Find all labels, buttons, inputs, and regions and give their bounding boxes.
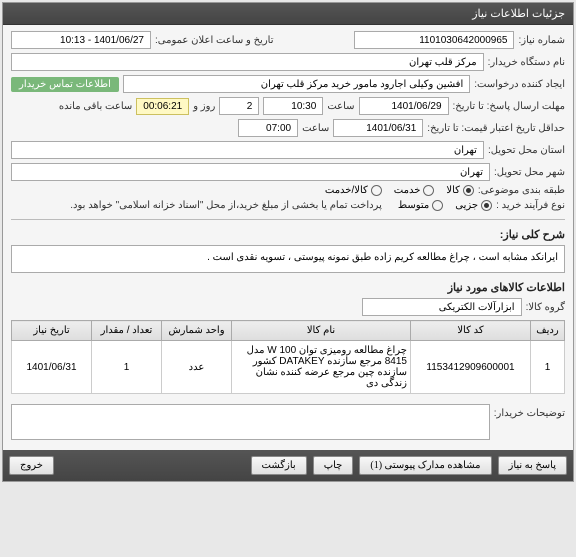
th-qty: تعداد / مقدار	[92, 321, 162, 341]
validity-time-field: 07:00	[238, 119, 298, 137]
group-label: گروه کالا:	[526, 302, 565, 313]
main-panel: جزئیات اطلاعات نیاز شماره نیاز: 11010306…	[2, 2, 574, 482]
process-note: پرداخت تمام یا بخشی از مبلغ خرید،از محل …	[70, 200, 382, 211]
panel-body: شماره نیاز: 1101030642000965 تاریخ و ساع…	[3, 25, 573, 450]
table-row[interactable]: 1 1153412909600001 چراغ مطالعه رومیزی تو…	[12, 341, 565, 394]
validity-date-field: 1401/06/31	[333, 119, 423, 137]
deadline-time-label: ساعت	[327, 101, 354, 112]
cell-code: 1153412909600001	[411, 341, 531, 394]
cell-unit: عدد	[162, 341, 232, 394]
public-date-field: 1401/06/27 - 10:13	[11, 31, 151, 49]
category-label: طبقه بندی موضوعی:	[478, 185, 565, 196]
validity-label: حداقل تاریخ اعتبار قیمت: تا تاریخ:	[427, 123, 565, 134]
radio-both-label: کالا/خدمت	[325, 185, 368, 196]
public-date-label: تاریخ و ساعت اعلان عمومی:	[155, 35, 274, 46]
city-label: شهر محل تحویل:	[494, 167, 565, 178]
footer-bar: پاسخ به نیاز مشاهده مدارک پیوستی (1) چاپ…	[3, 450, 573, 481]
radio-medium-label: متوسط	[398, 200, 429, 211]
radio-dot-icon	[432, 200, 443, 211]
need-number-label: شماره نیاز:	[518, 35, 565, 46]
main-title-label: شرح کلی نیاز:	[11, 228, 565, 241]
buyer-notes-field	[11, 404, 490, 440]
cell-date: 1401/06/31	[12, 341, 92, 394]
deadline-date-field: 1401/06/29	[359, 97, 449, 115]
th-date: تاریخ نیاز	[12, 321, 92, 341]
province-label: استان محل تحویل:	[488, 145, 565, 156]
th-unit: واحد شمارش	[162, 321, 232, 341]
exit-button[interactable]: خروج	[9, 456, 54, 475]
radio-goods-label: کالا	[446, 185, 460, 196]
radio-service[interactable]: خدمت	[394, 185, 435, 196]
process-radio-group: جزیی متوسط	[398, 200, 492, 211]
table-header-row: ردیف کد کالا نام کالا واحد شمارش تعداد /…	[12, 321, 565, 341]
radio-goods[interactable]: کالا	[446, 185, 474, 196]
cell-name: چراغ مطالعه رومیزی توان W 100 مدل 8415 م…	[232, 341, 411, 394]
cell-row: 1	[531, 341, 565, 394]
th-row: ردیف	[531, 321, 565, 341]
city-field: تهران	[11, 163, 490, 181]
contact-notice[interactable]: اطلاعات تماس خریدار	[11, 77, 119, 92]
radio-medium[interactable]: متوسط	[398, 200, 443, 211]
items-section-title: اطلاعات کالاهای مورد نیاز	[11, 281, 565, 294]
radio-service-label: خدمت	[394, 185, 421, 196]
cell-qty: 1	[92, 341, 162, 394]
radio-small[interactable]: جزیی	[455, 200, 492, 211]
deadline-time-field: 10:30	[263, 97, 323, 115]
radio-dot-icon	[423, 185, 434, 196]
radio-small-label: جزیی	[455, 200, 478, 211]
th-name: نام کالا	[232, 321, 411, 341]
th-code: کد کالا	[411, 321, 531, 341]
radio-dot-icon	[481, 200, 492, 211]
back-button[interactable]: بازگشت	[251, 456, 307, 475]
remaining-timer: 00:06:21	[136, 98, 189, 115]
category-radio-group: کالا خدمت کالا/خدمت	[325, 185, 474, 196]
group-field: ابزارآلات الکتریکی	[362, 298, 522, 316]
main-title-text: ایرانکد مشابه است ، چراغ مطالعه کریم زاد…	[11, 245, 565, 273]
panel-title: جزئیات اطلاعات نیاز	[3, 3, 573, 25]
creator-field: افشین وکیلی اجارود مامور خرید مرکز قلب ت…	[123, 75, 470, 93]
remaining-label: ساعت باقی مانده	[59, 101, 132, 112]
radio-dot-icon	[463, 185, 474, 196]
buyer-field: مرکز قلب تهران	[11, 53, 484, 71]
reply-button[interactable]: پاسخ به نیاز	[498, 456, 568, 475]
radio-dot-icon	[371, 185, 382, 196]
radio-both[interactable]: کالا/خدمت	[325, 185, 382, 196]
deadline-label: مهلت ارسال پاسخ: تا تاریخ:	[453, 101, 565, 112]
print-button[interactable]: چاپ	[313, 456, 354, 475]
validity-time-label: ساعت	[302, 123, 329, 134]
need-number-field: 1101030642000965	[354, 31, 514, 49]
attachments-button[interactable]: مشاهده مدارک پیوستی (1)	[359, 456, 491, 475]
buyer-notes-label: توضیحات خریدار:	[494, 404, 565, 419]
province-field: تهران	[11, 141, 484, 159]
days-field: 2	[219, 97, 259, 115]
buyer-label: نام دستگاه خریدار:	[488, 57, 565, 68]
process-label: نوع فرآیند خرید :	[496, 200, 565, 211]
creator-label: ایجاد کننده درخواست:	[474, 79, 565, 90]
items-table: ردیف کد کالا نام کالا واحد شمارش تعداد /…	[11, 320, 565, 394]
days-label: روز و	[193, 101, 215, 112]
